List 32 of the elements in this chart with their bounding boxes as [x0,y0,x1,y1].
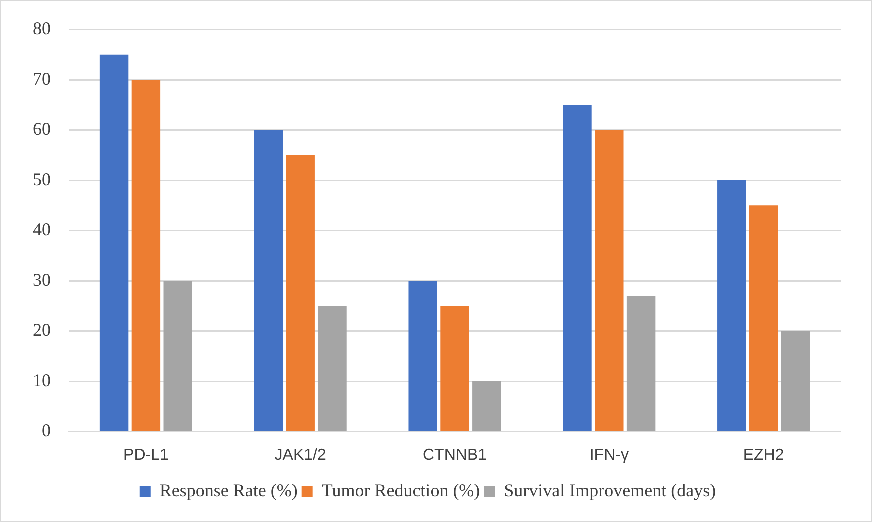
y-tick-label: 50 [33,169,51,190]
legend-label: Tumor Reduction (%) [322,480,480,501]
legend-label: Survival Improvement (days) [504,480,716,501]
bar [100,54,129,432]
bar [626,296,656,432]
bar [749,206,778,432]
bar [164,281,192,432]
y-tick-label: 80 [33,18,51,39]
y-tick-label: 20 [33,320,51,340]
bar [718,180,746,432]
bar [781,331,810,432]
bar [440,306,470,432]
y-tick-label: 40 [33,220,51,240]
y-tick-label: 10 [33,370,51,390]
x-tick-label: EZH2 [743,446,784,464]
bar [408,281,438,432]
bar [563,105,592,432]
x-tick-label: PD-L1 [124,446,169,464]
x-tick-label: CTNNB1 [422,446,488,464]
legend-label: Response Rate (%) [160,480,298,501]
bar [595,130,624,432]
bar [472,382,502,432]
y-tick-label: 0 [42,420,51,441]
bar [318,306,347,432]
y-tick-label: 70 [33,68,51,89]
bar [132,80,161,432]
y-tick-label: 60 [33,119,51,140]
y-tick-label: 30 [33,270,51,290]
x-tick-label: IFN-γ [590,446,629,464]
bar [286,155,315,432]
x-tick-label: JAK1/2 [274,446,326,464]
bar [254,130,284,432]
